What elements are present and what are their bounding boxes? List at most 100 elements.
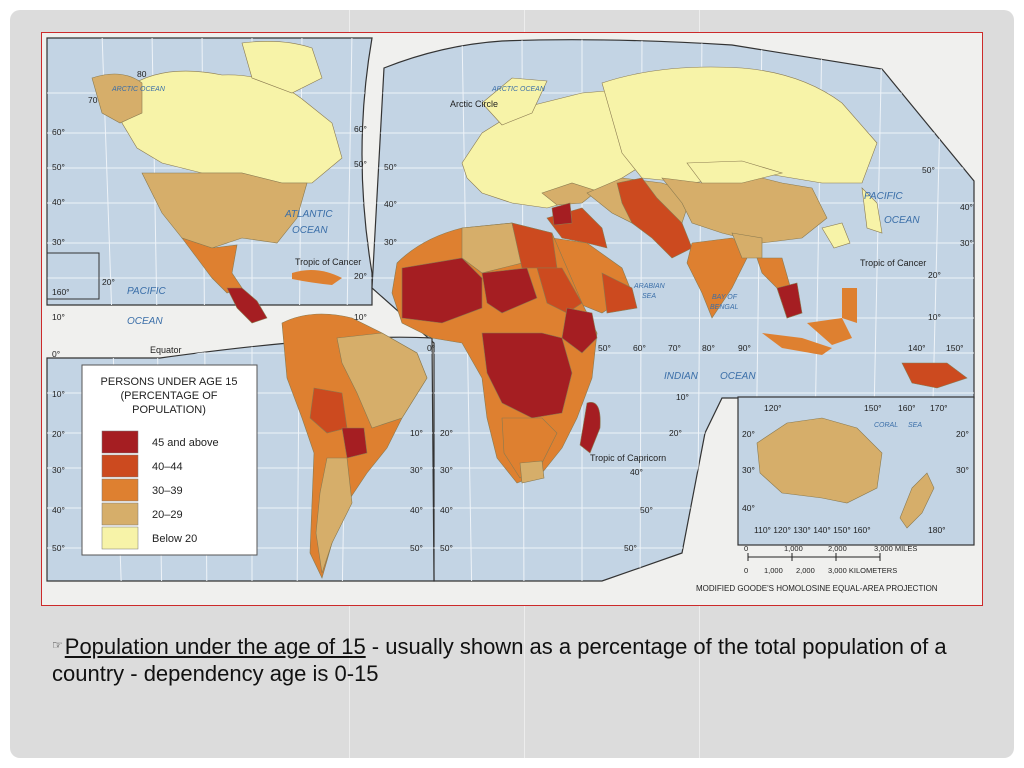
australia-inset xyxy=(737,396,975,546)
lat-tick: 40° xyxy=(440,505,453,515)
aus-tick: 30° xyxy=(742,465,755,475)
map-legend: PERSONS UNDER AGE 15 (PERCENTAGE OF POPU… xyxy=(81,364,258,556)
aus-tick-bottom: 110° 120° 130° 140° 150° 160° xyxy=(754,525,871,535)
legend-title-3: POPULATION) xyxy=(132,404,206,416)
lat-tick: 50° xyxy=(52,162,65,172)
lon-tick: 150° xyxy=(946,343,964,353)
lon-tick: 50° xyxy=(598,343,611,353)
lat-tick: 20° xyxy=(102,277,115,287)
arctic-ocean-label-west: ARCTIC OCEAN xyxy=(111,86,166,93)
aus-tick: 160° xyxy=(898,403,916,413)
aus-tick: 40° xyxy=(742,503,755,513)
lon-tick: 0° xyxy=(427,343,435,353)
atlantic-ocean-label-2: OCEAN xyxy=(292,225,328,236)
lat-tick: 20° xyxy=(928,270,941,280)
equator-label: Equator xyxy=(150,345,182,355)
bay-of-bengal-label-2: BENGAL xyxy=(710,304,739,311)
lat-tick: 10° xyxy=(52,312,65,322)
lat-tick: 10° xyxy=(354,312,367,322)
lat-tick: 50° xyxy=(354,159,367,169)
lat-tick: 50° xyxy=(640,505,653,515)
legend-label-45-above: 45 and above xyxy=(152,437,219,449)
coral-sea-label-2: SEA xyxy=(908,422,922,429)
pacific-ocean-west-label-1: PACIFIC xyxy=(127,286,166,297)
lat-tick: 20° xyxy=(354,271,367,281)
lat-tick: 40° xyxy=(52,505,65,515)
lat-tick: 40° xyxy=(410,505,423,515)
aus-tick: 20° xyxy=(956,429,969,439)
lon-tick: 10° xyxy=(676,392,689,402)
aus-tick: 150° xyxy=(864,403,882,413)
caption-term: Population under the age of 15 xyxy=(64,634,366,659)
lon-tick: 90° xyxy=(738,343,751,353)
scale-miles-1000: 1,000 xyxy=(784,544,803,553)
lat-tick: 30° xyxy=(384,237,397,247)
pacific-ocean-east-label-2: OCEAN xyxy=(884,215,920,226)
middle-east xyxy=(546,202,638,314)
indian-ocean-label-2: OCEAN xyxy=(720,371,756,382)
lon-tick: 160° xyxy=(52,287,70,297)
scale-km-2000: 2,000 xyxy=(796,566,815,575)
lat-tick: 40° xyxy=(960,202,973,212)
latitude-line-labels: Arctic Circle Tropic of Cancer Tropic of… xyxy=(150,99,926,463)
lat-tick: 80 xyxy=(137,69,147,79)
asia xyxy=(586,160,968,389)
arabian-sea-label-1: ARABIAN xyxy=(633,283,666,290)
arabian-sea-label-2: SEA xyxy=(642,293,656,300)
lat-tick: 0° xyxy=(52,349,60,359)
lat-tick: 40° xyxy=(630,467,643,477)
south-america xyxy=(281,313,428,579)
aus-tick: 120° xyxy=(764,403,782,413)
lat-tick: 20° xyxy=(52,429,65,439)
legend-swatch-20-29 xyxy=(101,502,139,526)
north-america xyxy=(91,41,343,324)
ocean-labels: ARCTIC OCEAN ARCTIC OCEAN ATLANTIC OCEAN… xyxy=(111,86,922,429)
scale-km-1000: 1,000 xyxy=(764,566,783,575)
legend-swatch-below-20 xyxy=(101,526,139,550)
tropic-of-capricorn-label: Tropic of Capricorn xyxy=(590,453,666,463)
lat-tick: 10° xyxy=(52,389,65,399)
slide-caption: ☞Population under the age of 15 - usuall… xyxy=(52,632,982,687)
australia-inset-ticks: 120° 150° 160° 170° 20° 20° 30° 30° 40° … xyxy=(742,403,969,535)
pointing-hand-bullet-icon: ☞ xyxy=(52,638,63,652)
caption-text: - usually shown as a percentage of the t… xyxy=(52,634,947,686)
lon-tick: 60° xyxy=(633,343,646,353)
lat-tick: 70 xyxy=(88,95,98,105)
projection-label: MODIFIED GOODE'S HOMOLOSINE EQUAL-AREA P… xyxy=(696,584,938,593)
africa xyxy=(391,222,601,484)
bay-of-bengal-label-1: BAY OF xyxy=(712,294,738,301)
lat-tick: 30° xyxy=(410,465,423,475)
legend-swatch-45-above xyxy=(101,430,139,454)
lat-tick: 50° xyxy=(384,162,397,172)
lat-tick: 30° xyxy=(52,237,65,247)
world-map: PERSONS UNDER AGE 15 (PERCENTAGE OF POPU… xyxy=(42,33,982,605)
coordinate-tick-labels: 80 60° 50° 50° 40° 30° 70 60° 50° 40° 30… xyxy=(52,69,973,553)
pacific-ocean-east-label-1: PACIFIC xyxy=(864,191,903,202)
coral-sea-label-1: CORAL xyxy=(874,422,898,429)
lat-tick: 10° xyxy=(410,428,423,438)
lon-tick: 70° xyxy=(668,343,681,353)
lat-tick: 50° xyxy=(440,543,453,553)
aus-tick: 170° xyxy=(930,403,948,413)
lon-tick: 20° xyxy=(669,428,682,438)
lat-tick: 50° xyxy=(410,543,423,553)
aus-tick: 180° xyxy=(928,525,946,535)
lat-tick: 30° xyxy=(440,465,453,475)
russia xyxy=(601,66,878,184)
lat-tick: 50° xyxy=(922,165,935,175)
world-map-frame: PERSONS UNDER AGE 15 (PERCENTAGE OF POPU… xyxy=(41,32,983,606)
scale-miles-2000: 2,000 xyxy=(828,544,847,553)
legend-swatch-30-39 xyxy=(101,478,139,502)
legend-label-40-44: 40–44 xyxy=(152,461,183,473)
lat-tick: 60° xyxy=(354,124,367,134)
lat-tick: 30° xyxy=(960,238,973,248)
scale-miles-0: 0 xyxy=(744,544,748,553)
legend-title-1: PERSONS UNDER AGE 15 xyxy=(101,376,238,388)
legend-label-below-20: Below 20 xyxy=(152,533,197,545)
scale-bar: 0 1,000 2,000 3,000 MILES 0 1,000 2,000 … xyxy=(696,544,938,593)
arctic-ocean-label-east: ARCTIC OCEAN xyxy=(491,86,546,93)
legend-label-30-39: 30–39 xyxy=(152,485,183,497)
lat-tick: 30° xyxy=(52,465,65,475)
tropic-of-cancer-west-label: Tropic of Cancer xyxy=(295,257,361,267)
legend-label-20-29: 20–29 xyxy=(152,509,183,521)
